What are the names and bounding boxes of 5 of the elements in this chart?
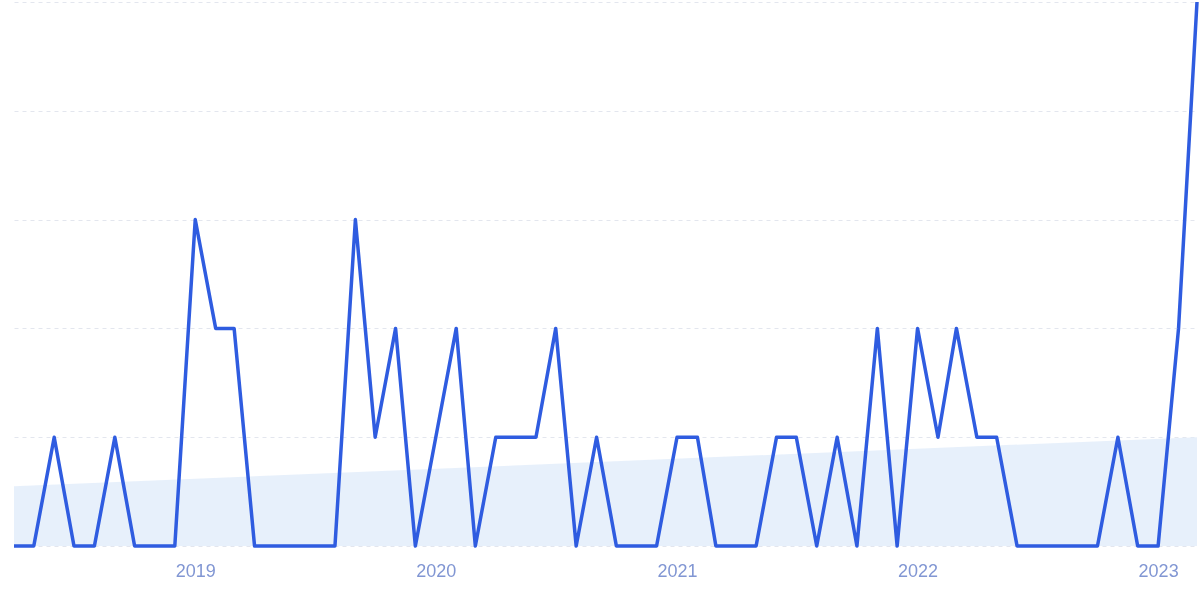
- x-tick-label: 2021: [657, 560, 698, 581]
- x-tick-label: 2023: [1138, 560, 1179, 581]
- x-tick-label: 2019: [175, 560, 216, 581]
- x-tick-label: 2020: [416, 560, 457, 581]
- x-tick-label: 2022: [898, 560, 939, 581]
